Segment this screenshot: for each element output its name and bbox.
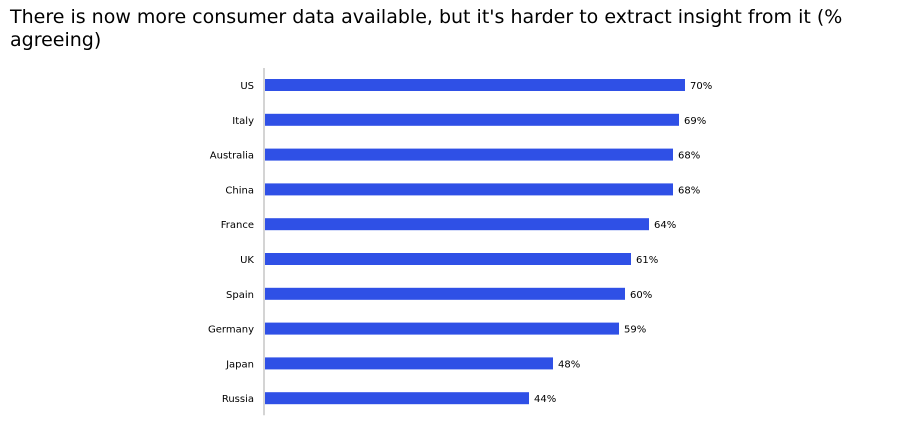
value-label: 60% — [630, 290, 652, 301]
value-label: 59% — [624, 325, 646, 336]
bar — [265, 392, 529, 405]
value-label: 68% — [678, 185, 700, 196]
bar — [265, 148, 673, 161]
category-label: Germany — [208, 325, 254, 336]
category-label: Italy — [232, 116, 254, 127]
category-label: Spain — [226, 290, 254, 301]
bar — [265, 79, 685, 91]
category-label: France — [221, 220, 254, 231]
value-label: 70% — [690, 81, 712, 92]
bar — [265, 183, 673, 196]
category-label: Australia — [210, 151, 254, 162]
value-label: 68% — [678, 151, 700, 162]
bar — [265, 113, 679, 126]
value-label: 69% — [684, 116, 706, 127]
category-label: US — [240, 81, 254, 92]
value-label: 48% — [558, 359, 580, 370]
bar — [265, 218, 649, 231]
bar — [265, 357, 553, 370]
category-label: UK — [240, 255, 254, 266]
value-label: 64% — [654, 220, 676, 231]
bar — [265, 287, 625, 300]
bar — [265, 253, 631, 265]
bar — [265, 322, 619, 335]
value-label: 44% — [534, 394, 556, 405]
category-label: Japan — [225, 359, 254, 370]
category-label: China — [225, 185, 254, 196]
category-label: Russia — [222, 394, 254, 405]
chart-title: There is now more consumer data availabl… — [10, 6, 843, 51]
bars-group: US 70% Italy 69% Australia 68% China 68% France 6… — [208, 68, 712, 416]
value-label: 61% — [636, 255, 658, 266]
